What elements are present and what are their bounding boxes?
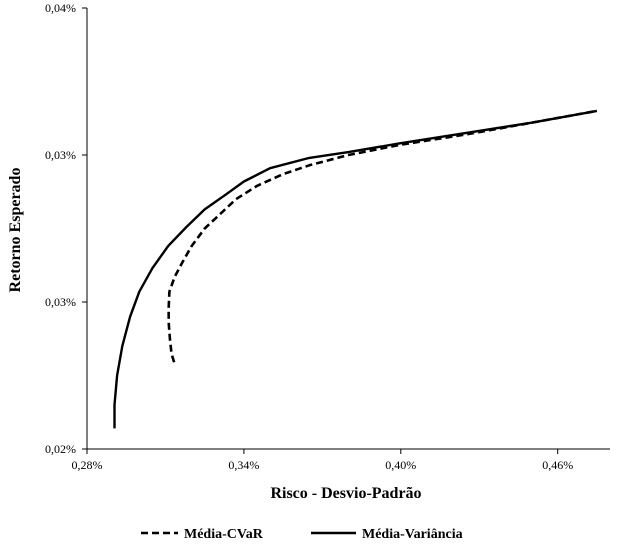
y-tick-label-1: 0,03% [45, 295, 76, 309]
series-line-media-variancia [113, 109, 598, 429]
y-tick-label-0: 0,02% [45, 442, 76, 456]
series-layer [113, 109, 598, 429]
x-tick-label-1: 0,34% [228, 458, 259, 472]
x-axis-title: Risco - Desvio-Padrão [270, 485, 421, 502]
x-tick-label-0: 0,28% [72, 458, 103, 472]
axis-ticks: 0,28% 0,34% 0,40% 0,46% 0,02% 0,03% 0,03% 0,04% [45, 1, 573, 472]
y-tick-label-2: 0,03% [45, 148, 76, 162]
y-tick-label-3: 0,04% [45, 1, 76, 15]
x-tick-label-2: 0,40% [385, 458, 416, 472]
series-line-media-cvar [167, 109, 598, 363]
legend-label-media-variancia: Média-Variância [362, 527, 463, 542]
legend: Média-CVaR Média-Variância [141, 527, 463, 542]
plot-area [86, 8, 610, 450]
legend-label-media-cvar: Média-CVaR [184, 527, 264, 542]
y-axis-title: Retorno Esperado [7, 168, 24, 293]
x-tick-label-3: 0,46% [542, 458, 573, 472]
